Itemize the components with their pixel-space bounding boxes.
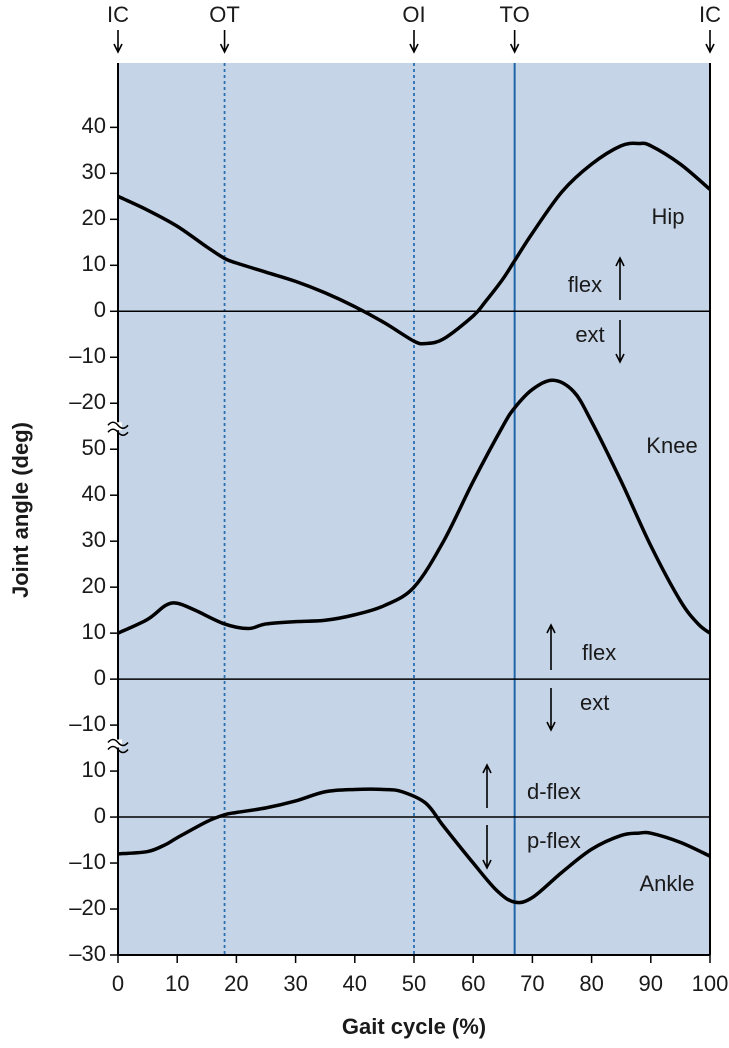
x-tick-label: 90	[639, 971, 663, 996]
axis-break	[107, 421, 129, 436]
x-tick-label: 70	[520, 971, 544, 996]
y-tick-label: –20	[69, 389, 106, 414]
panel-label: Knee	[646, 433, 697, 458]
direction-label: p-flex	[527, 828, 581, 853]
x-tick-label: 50	[402, 971, 426, 996]
axis-break-gap	[110, 422, 122, 431]
x-tick-label: 10	[165, 971, 189, 996]
curve	[117, 787, 711, 905]
direction-label: ext	[580, 690, 609, 715]
event-label: IC	[107, 2, 129, 27]
event-label: IC	[699, 2, 721, 27]
x-tick-label: 80	[579, 971, 603, 996]
y-tick-label: 20	[82, 205, 106, 230]
axis-break-gap	[110, 739, 122, 748]
direction-arrow	[615, 320, 625, 364]
direction-label: d-flex	[527, 779, 581, 804]
event-arrow	[509, 30, 520, 54]
axis-break	[107, 738, 129, 754]
y-tick-label: 30	[82, 527, 106, 552]
event-arrow	[219, 30, 230, 54]
direction-arrow	[546, 623, 556, 670]
y-tick-label: –10	[69, 849, 106, 874]
direction-arrow	[615, 256, 625, 300]
event-arrow	[705, 30, 715, 54]
y-tick-label: 40	[82, 481, 106, 506]
y-tick-label: 10	[82, 757, 106, 782]
panel-label: Ankle	[639, 871, 694, 896]
event-arrow	[113, 30, 123, 54]
direction-arrow	[482, 825, 492, 870]
curve	[117, 378, 712, 635]
direction-arrow	[546, 688, 556, 732]
x-axis-label: Gait cycle (%)	[342, 1014, 486, 1039]
event-arrow	[409, 30, 419, 54]
x-tick-label: 40	[343, 971, 367, 996]
event-label: TO	[500, 2, 530, 27]
event-label: OT	[209, 2, 240, 27]
y-tick-label: 50	[82, 435, 106, 460]
x-tick-label: 30	[283, 971, 307, 996]
y-tick-label: 0	[94, 665, 106, 690]
y-tick-label: 20	[82, 573, 106, 598]
y-tick-label: –10	[69, 711, 106, 736]
x-tick-label: 0	[112, 971, 124, 996]
y-tick-label: 0	[94, 297, 106, 322]
y-tick-label: 10	[82, 619, 106, 644]
y-tick-label: –30	[69, 941, 106, 966]
direction-label: flex	[568, 272, 602, 297]
x-tick-label: 100	[692, 971, 729, 996]
y-tick-label: 30	[82, 159, 106, 184]
direction-label: ext	[575, 322, 604, 347]
y-tick-label: 40	[82, 113, 106, 138]
y-tick-label: –10	[69, 343, 106, 368]
panel-label: Hip	[651, 204, 684, 229]
y-tick-label: 10	[82, 251, 106, 276]
direction-label: flex	[582, 640, 616, 665]
y-tick-label: –20	[69, 895, 106, 920]
y-axis-label: Joint angle (deg)	[8, 422, 33, 598]
event-label: OI	[402, 2, 425, 27]
y-tick-label: 0	[94, 803, 106, 828]
direction-arrow	[482, 763, 492, 808]
curve	[117, 141, 712, 346]
x-tick-label: 60	[461, 971, 485, 996]
x-tick-label: 20	[224, 971, 248, 996]
